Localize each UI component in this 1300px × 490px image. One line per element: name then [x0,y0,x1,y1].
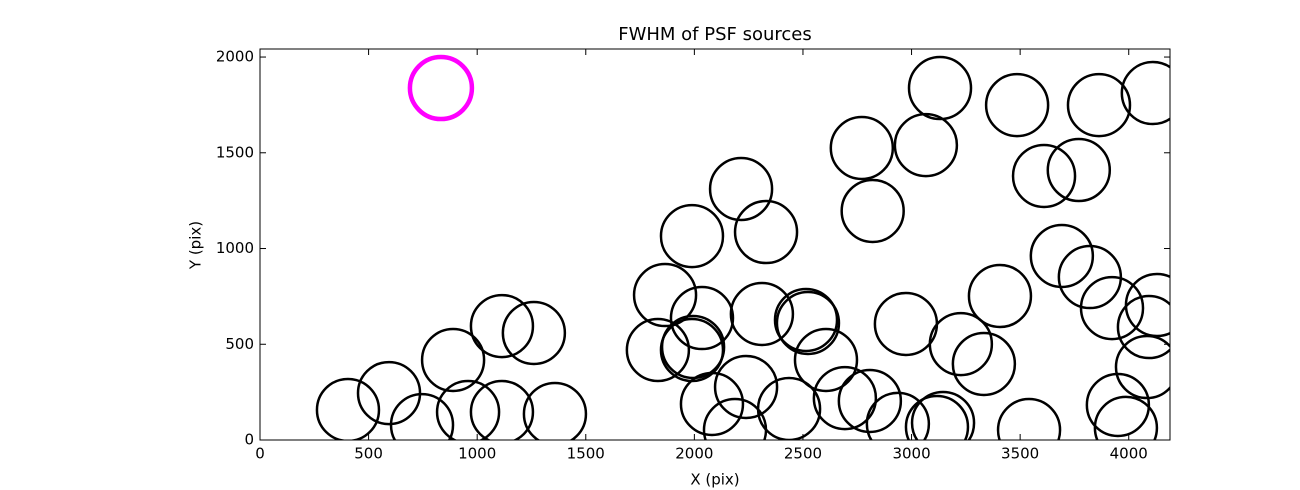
plot-area [315,54,1170,440]
source-circle [1114,334,1170,400]
source-circle [659,203,725,269]
x-tick-label: 500 [354,445,383,463]
source-circle [812,365,878,431]
chart-title: FWHM of PSF sources [618,24,812,45]
source-circle [967,263,1033,329]
y-axis-label: Y (pix) [187,221,205,270]
source-circle [865,391,931,440]
source-circle [469,293,535,359]
source-circle [1066,72,1132,138]
source-circle [1093,395,1159,440]
x-tick-label: 1000 [458,445,496,463]
source-circle [1011,143,1077,209]
source-circle [907,55,973,121]
source-circle [420,327,486,393]
source-circle [713,354,779,420]
source-circle [1029,223,1095,289]
source-circle [829,115,895,181]
source-circle [1079,275,1145,341]
y-tick-label: 0 [244,431,254,449]
source-circle [951,331,1017,397]
source-circle [893,112,959,178]
source-circle [435,379,501,440]
x-axis-label: X (pix) [690,471,739,489]
source-circle [733,199,799,265]
source-circle [984,72,1050,138]
source-circle [407,54,475,122]
source-circle [910,390,976,440]
x-tick-label: 3500 [1001,445,1039,463]
x-tick-label: 1500 [567,445,605,463]
source-circle [501,300,567,366]
source-circle [928,311,994,377]
source-circle [873,291,939,357]
x-tick-label: 2500 [784,445,822,463]
source-circle [729,281,795,347]
source-circle [775,290,841,356]
source-circle [708,156,774,222]
source-circle [837,368,903,434]
source-circle [469,379,535,440]
x-tick-label: 3000 [892,445,930,463]
source-circle [996,397,1062,440]
source-circle [840,178,905,244]
source-circle [1116,294,1170,360]
y-tick-label: 2000 [216,48,254,66]
y-tick-label: 1000 [216,239,254,257]
source-circle [1057,244,1123,310]
source-circle [389,392,455,440]
source-circle [632,262,698,328]
x-tick-label: 0 [255,445,265,463]
source-circle [625,317,691,383]
x-tick-label: 2000 [675,445,713,463]
source-circle [1124,272,1170,338]
source-circle [1046,137,1112,203]
source-circle [1120,60,1170,126]
source-circle [679,371,745,437]
source-circle [904,394,970,440]
source-circle [669,285,735,351]
plot-frame [259,48,1171,441]
source-circle [356,360,422,426]
y-tick-label: 1500 [216,143,254,161]
x-tick-label: 4000 [1110,445,1148,463]
y-tick-label: 500 [225,335,254,353]
source-circle [793,327,859,393]
source-circle [522,381,588,440]
source-circle [773,287,839,353]
source-circle [315,377,381,440]
